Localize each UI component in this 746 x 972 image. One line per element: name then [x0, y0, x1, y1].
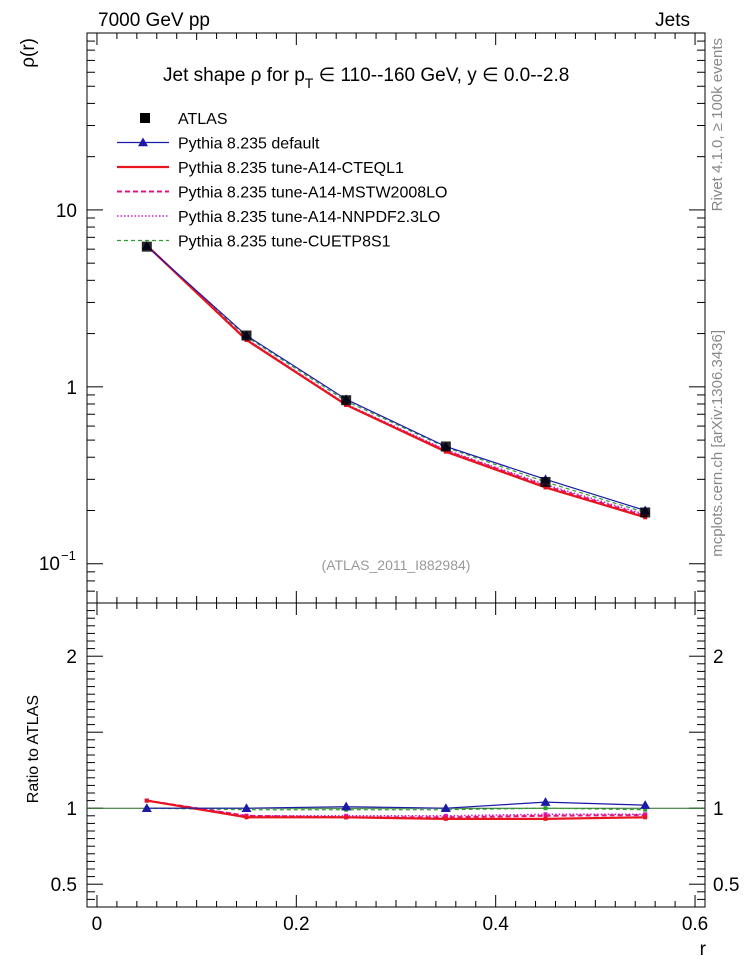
series-line-pythia-8-235-default — [146, 245, 646, 512]
ratio-point-pythia-8-235-tune-cuetp8s1 — [643, 807, 648, 812]
header-collision-label: 7000 GeV pp — [98, 10, 210, 31]
ratio-point-pythia-8-235-tune-a14-cteql1 — [643, 815, 648, 820]
legend-label: Pythia 8.235 tune-CUETP8S1 — [178, 234, 391, 251]
legend-label: Pythia 8.235 default — [178, 136, 320, 153]
legend-label: Pythia 8.235 tune-A14-MSTW2008LO — [178, 185, 447, 202]
chart-title: Jet shape ρ for pT ∈ 110--160 GeV, y ∈ 0… — [163, 65, 569, 91]
ratio-point-pythia-8-235-tune-a14-cteql1 — [244, 815, 249, 820]
ratio-plot-frame — [86, 602, 706, 908]
ratio-point-pythia-8-235-tune-a14-cteql1 — [144, 798, 149, 803]
y-tick-label-bottom-right: 0.5 — [713, 875, 739, 896]
y-tick-label-bottom-right: 1 — [713, 799, 724, 820]
series-line-pythia-8-235-tune-cuetp8s1 — [146, 245, 646, 514]
ratio-point-pythia-8-235-default — [640, 800, 651, 809]
data-point-atlas — [141, 241, 152, 252]
x-tick-label: 0.2 — [283, 914, 309, 935]
ratio-line-pythia-8-235-tune-a14-cteql1 — [146, 799, 646, 820]
legend-label: Pythia 8.235 tune-A14-CTEQL1 — [178, 160, 404, 177]
ratio-point-pythia-8-235-default — [341, 801, 352, 811]
ratio-point-pythia-8-235-default — [540, 797, 551, 806]
y-tick-label-exponent: −1 — [61, 548, 76, 563]
data-point-atlas — [440, 441, 451, 452]
y-tick-label-top: 10 — [39, 554, 60, 575]
legend-marker — [138, 137, 148, 147]
y-axis-label-bottom: Ratio to ATLAS — [25, 695, 42, 803]
data-point-atlas — [341, 395, 352, 406]
legend-label: Pythia 8.235 tune-A14-NNPDF2.3LO — [178, 209, 440, 226]
series-point-pythia-8-235-tune-a14-cteql1 — [443, 449, 448, 454]
ratio-line-pythia-8-235-default — [146, 801, 646, 809]
ratio-point-pythia-8-235-default — [141, 803, 152, 812]
watermark-label: (ATLAS_2011_I882984) — [322, 557, 471, 573]
data-point-atlas — [640, 507, 651, 518]
series-line-pythia-8-235-tune-a14-mstw2008lo — [146, 244, 646, 518]
side-source-label: mcplots.cern.ch [arXiv:1306.3436] — [709, 330, 726, 557]
y-tick-label-bottom: 0.5 — [51, 875, 77, 896]
series-line-pythia-8-235-tune-a14-cteql1 — [146, 244, 646, 519]
y-axis-label-top: ρ(r) — [18, 38, 39, 68]
data-point-atlas — [241, 330, 252, 341]
x-axis-label: r — [700, 939, 707, 960]
ratio-line-pythia-8-235-tune-cuetp8s1 — [146, 807, 646, 811]
y-tick-label-bottom-right: 2 — [713, 647, 724, 668]
x-tick-label: 0.4 — [482, 914, 509, 935]
ratio-point-pythia-8-235-default — [440, 803, 451, 812]
ratio-point-pythia-8-235-tune-cuetp8s1 — [543, 806, 548, 811]
x-tick-label: 0 — [92, 914, 103, 935]
y-tick-label-top: 1 — [66, 378, 77, 399]
series-line-pythia-8-235-tune-a14-nnpdf2-3lo — [146, 244, 646, 516]
side-rivet-label: Rivet 4.1.0, ≥ 100k events — [709, 38, 726, 211]
ratio-point-pythia-8-235-tune-a14-cteql1 — [543, 816, 548, 821]
data-point-atlas — [540, 476, 551, 487]
ratio-point-pythia-8-235-tune-a14-cteql1 — [443, 816, 448, 821]
ratio-point-pythia-8-235-tune-a14-mstw2008lo — [543, 813, 548, 818]
x-tick-label: 0.6 — [682, 914, 708, 935]
header-category-label: Jets — [655, 10, 690, 31]
y-tick-label-top: 10 — [56, 201, 77, 222]
y-tick-label-bottom: 2 — [66, 647, 77, 668]
ratio-point-pythia-8-235-default — [241, 803, 252, 812]
legend-label: ATLAS — [178, 111, 228, 128]
ratio-point-pythia-8-235-tune-a14-mstw2008lo — [643, 813, 648, 818]
ratio-point-pythia-8-235-tune-a14-cteql1 — [344, 815, 349, 820]
legend-marker-atlas — [140, 113, 150, 123]
series-point-pythia-8-235-tune-a14-cteql1 — [543, 485, 548, 490]
y-tick-label-bottom: 1 — [66, 799, 77, 820]
